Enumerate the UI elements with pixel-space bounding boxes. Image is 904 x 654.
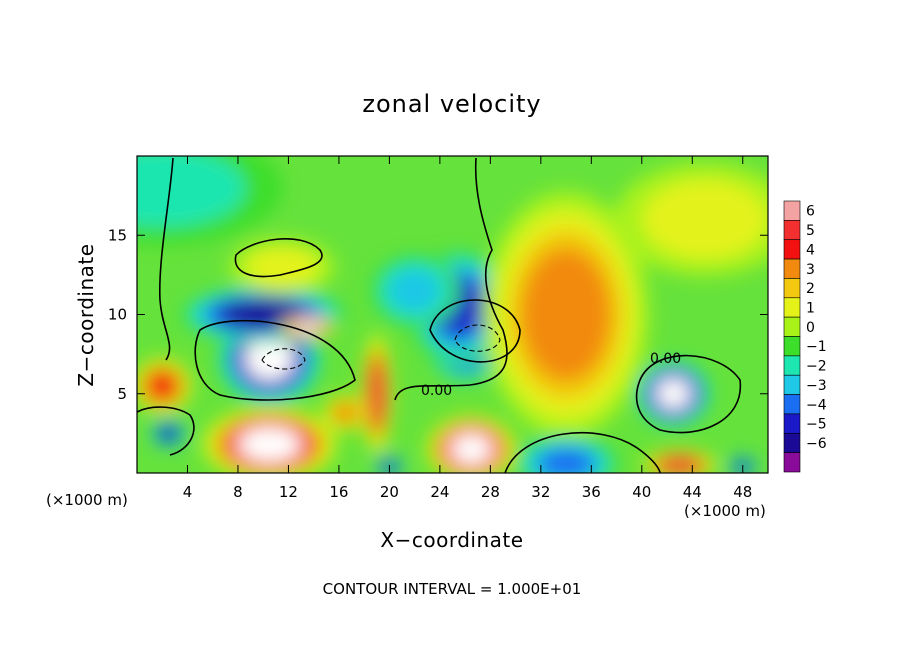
colorbar-label: 4 (806, 242, 815, 258)
colorbar-swatch (783, 258, 801, 279)
colorbar-swatch (783, 297, 801, 318)
colorbar-swatch (783, 316, 801, 337)
velocity-cell (537, 448, 595, 473)
colorbar-swatch (783, 432, 801, 453)
contour-line (394, 157, 508, 401)
velocity-cell (244, 336, 295, 381)
colorbar-swatch (783, 355, 801, 376)
colorbar-label: 3 (806, 262, 815, 278)
contour-line (158, 157, 174, 361)
velocity-cell (137, 156, 246, 227)
y-axis-title: Z−coordinate (74, 243, 98, 386)
velocity-cell (450, 433, 493, 466)
y-tick-label: 5 (117, 385, 127, 403)
velocity-cell (237, 426, 302, 463)
zero-contours (137, 157, 742, 473)
x-tick-label: 4 (183, 483, 193, 501)
colorbar-swatch (783, 200, 801, 221)
contour-line (429, 299, 521, 363)
contour-line (234, 238, 323, 278)
y-tick-label: 10 (108, 306, 127, 324)
y-tick-label: 15 (108, 226, 127, 244)
colorbar-swatch (783, 394, 801, 415)
x-tick-labels: 4 8 12 16 20 24 28 32 36 40 44 48 (183, 483, 753, 501)
colorbar-swatch (783, 452, 801, 473)
x-unit-label-right: (×1000 m) (684, 502, 766, 520)
colorbar-label: −6 (806, 436, 827, 452)
x-tick-label: 28 (481, 483, 500, 501)
contour-line-negative (261, 348, 306, 370)
velocity-cell (294, 321, 321, 333)
velocity-cell (521, 248, 611, 381)
chart-title: zonal velocity (362, 90, 541, 118)
velocity-cell (388, 268, 442, 313)
velocity-features (137, 156, 768, 473)
velocity-cell (333, 402, 358, 423)
contour-line (635, 354, 742, 434)
colorbar-label: 1 (806, 300, 815, 316)
x-tick-label: 44 (683, 483, 702, 501)
velocity-cell (159, 426, 178, 441)
contour-line (504, 432, 661, 473)
x-tick-label: 12 (279, 483, 298, 501)
contour-label: 0.00 (421, 383, 452, 399)
colorbar-labels: 6 5 4 3 2 1 0 −1 −2 −3 −4 −5 −6 (806, 204, 827, 452)
contour-interval-note: CONTOUR INTERVAL = 1.000E+01 (323, 580, 582, 598)
colorbar-label: −2 (806, 359, 827, 375)
velocity-cell (661, 457, 698, 473)
x-tick-label: 48 (733, 483, 752, 501)
colorbar-label: 0 (806, 320, 815, 336)
colorbar-swatch (783, 239, 801, 260)
x-axis-title: X−coordinate (380, 528, 523, 552)
colorbar-label: −1 (806, 339, 827, 355)
velocity-cell (369, 364, 385, 423)
x-unit-label-left: (×1000 m) (46, 491, 128, 509)
plot-area (137, 156, 768, 473)
y-tick-labels: 5 10 15 (108, 226, 127, 403)
colorbar-label: −4 (806, 397, 827, 413)
x-tick-label: 24 (430, 483, 449, 501)
x-tick-label: 32 (531, 483, 550, 501)
colorbar-label: −3 (806, 378, 827, 394)
colorbar-label: 5 (806, 223, 815, 239)
colorbar-swatch (783, 413, 801, 434)
x-tick-label: 20 (380, 483, 399, 501)
axis-ticks (137, 156, 768, 473)
x-tick-label: 16 (329, 483, 348, 501)
x-tick-label: 8 (233, 483, 243, 501)
x-tick-label: 40 (632, 483, 651, 501)
contour-labels: 0.00 0.00 (421, 351, 681, 399)
contour-label: 0.00 (650, 351, 681, 367)
colorbar-swatch (783, 220, 801, 241)
colorbar-label: 2 (806, 281, 815, 297)
velocity-cell (655, 377, 691, 410)
colorbar-swatch (783, 374, 801, 395)
velocity-cell (147, 371, 178, 401)
colorbar-label: −5 (806, 417, 827, 433)
velocity-cell (642, 180, 768, 259)
colorbar (783, 200, 801, 473)
colorbar-swatch (783, 336, 801, 357)
contour-line-negative (454, 324, 501, 352)
colorbar-swatch (783, 278, 801, 299)
colorbar-label: 6 (806, 204, 815, 220)
x-tick-label: 36 (582, 483, 601, 501)
contour-line (137, 406, 195, 456)
contour-line (194, 319, 356, 401)
